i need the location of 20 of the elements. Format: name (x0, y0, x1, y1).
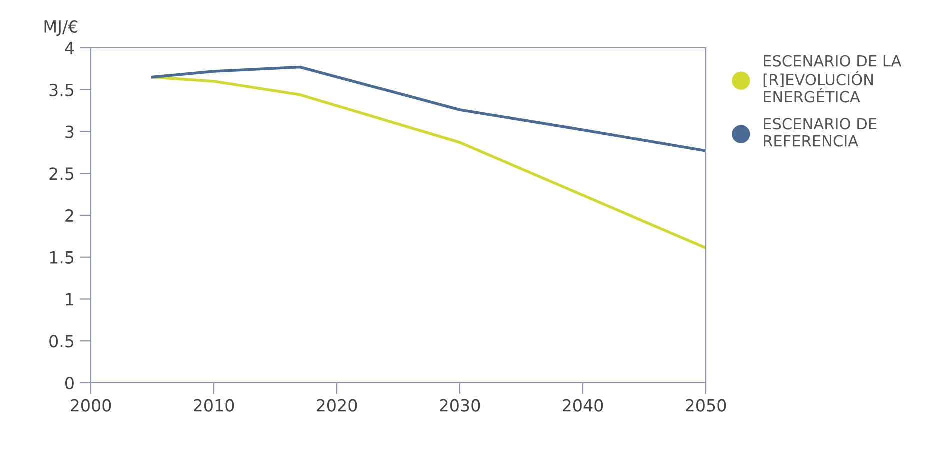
y-tick-label: 3.5 (50, 84, 74, 96)
line-series (151, 66, 706, 152)
legend-label: ESCENARIO DE LA [R]EVOLUCIÓN ENERGÉTICA (764, 55, 902, 103)
x-tick-label: 2010 (194, 399, 234, 412)
y-tick-label: 2.5 (50, 168, 74, 180)
x-tick-label: 2020 (317, 399, 358, 412)
y-tick-label: 4 (65, 42, 74, 54)
y-tick-label: 2 (66, 209, 74, 222)
y-tick-label: 0 (66, 376, 74, 390)
x-tick-label: 2030 (440, 399, 480, 412)
line-series (151, 76, 706, 250)
y-axis-title: MJ/€ (44, 20, 78, 36)
legend-label: ESCENARIO DE REFERENCIA (764, 118, 877, 147)
y-tick-label: 1 (66, 293, 74, 306)
x-tick-label: 2050 (686, 399, 726, 412)
x-tick-label: 2000 (71, 399, 112, 412)
y-tick-label: 0.5 (50, 335, 74, 348)
x-tick-label: 2040 (563, 399, 604, 412)
y-tick-label: 3 (66, 126, 74, 138)
y-tick-label: 1.5 (50, 252, 74, 264)
